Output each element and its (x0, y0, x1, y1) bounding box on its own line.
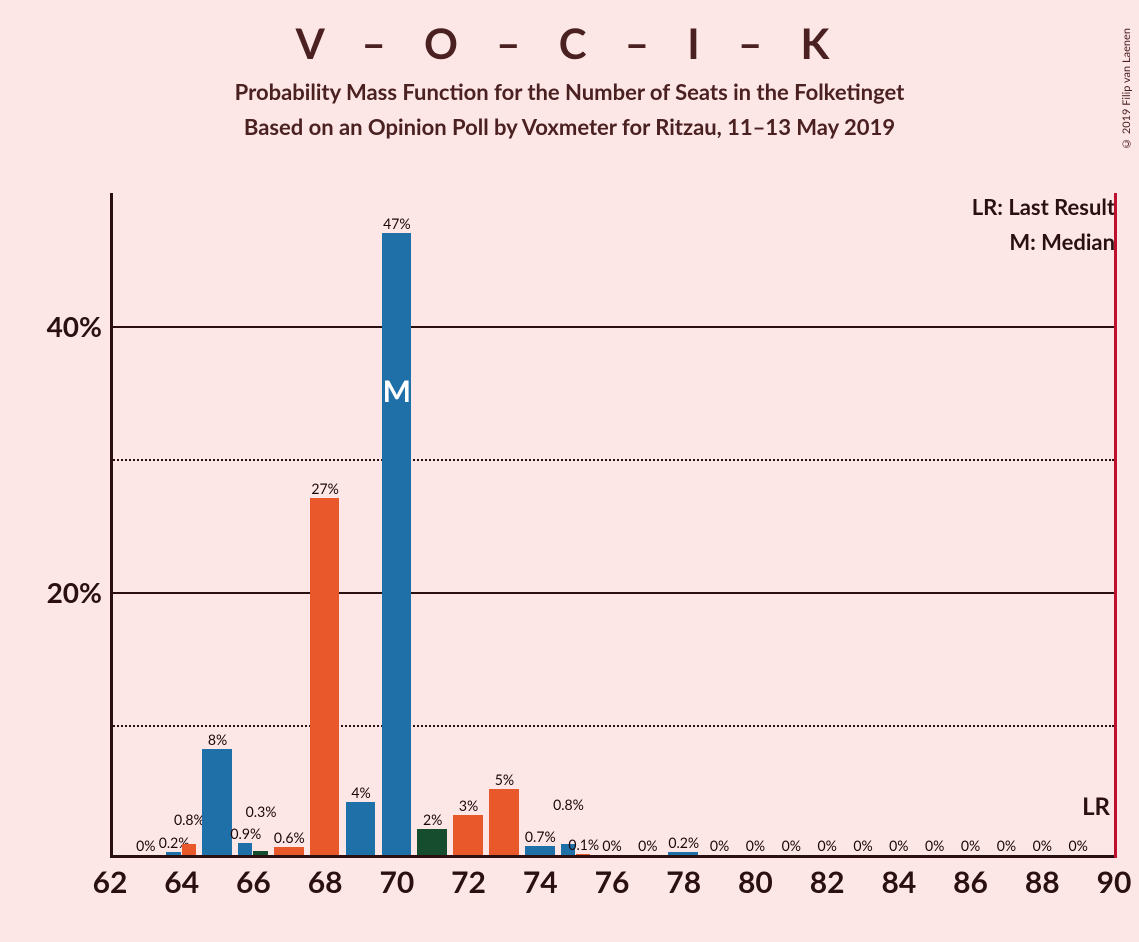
bar-value-label: 0.2% (668, 834, 699, 851)
bar-value-label: 27% (311, 480, 338, 497)
bar-value-label: 0% (782, 837, 801, 854)
x-tick-label: 74 (523, 864, 558, 900)
bar-value-label: 0% (602, 837, 621, 854)
bar (576, 854, 590, 855)
bar-value-label: 0% (961, 837, 980, 854)
bar (453, 815, 482, 855)
bar (668, 852, 697, 855)
bar (253, 851, 267, 855)
bar-value-label: 0.6% (274, 829, 305, 846)
bar-value-label: 0% (710, 837, 729, 854)
bar-value-label: 0% (638, 837, 657, 854)
bar-value-label: 0.8% (174, 811, 205, 828)
gridline-minor (110, 459, 1114, 461)
x-tick-label: 80 (738, 864, 773, 900)
last-result-label: LR (1082, 792, 1110, 821)
bar-value-label: 4% (351, 784, 370, 801)
pmf-bar-chart: 20%40%626466687072747678808284868890LR0%… (110, 193, 1114, 858)
median-marker: M (383, 373, 411, 409)
x-tick-label: 76 (595, 864, 630, 900)
gridline-major (110, 326, 1114, 328)
chart-subtitle-1: Probability Mass Function for the Number… (0, 78, 1139, 105)
bar-value-label: 8% (208, 731, 227, 748)
y-tick-label: 20% (47, 575, 102, 609)
y-tick-label: 40% (47, 309, 102, 343)
bar-value-label: 5% (495, 771, 514, 788)
bar (202, 749, 231, 855)
chart-title: V – O – C – I – K (0, 18, 1139, 68)
bar (310, 498, 339, 855)
copyright-label: © 2019 Filip van Laenen (1120, 28, 1133, 150)
x-tick-label: 88 (1025, 864, 1060, 900)
gridline-major (110, 592, 1114, 594)
x-tick-label: 62 (93, 864, 128, 900)
x-tick-label: 72 (451, 864, 486, 900)
x-tick-label: 64 (164, 864, 199, 900)
bar-value-label: 0% (997, 837, 1016, 854)
bar (489, 789, 518, 855)
bar-value-label: 0% (746, 837, 765, 854)
x-tick-label: 84 (881, 864, 916, 900)
bar (182, 844, 196, 855)
bar (238, 843, 252, 855)
bar-value-label: 47% (383, 215, 410, 232)
bar-value-label: 0.8% (553, 796, 584, 813)
bar (382, 233, 411, 855)
gridline-minor (110, 725, 1114, 727)
x-tick-label: 86 (953, 864, 988, 900)
bar-value-label: 0% (925, 837, 944, 854)
chart-subtitle-2: Based on an Opinion Poll by Voxmeter for… (0, 113, 1139, 140)
bar-value-label: 2% (423, 811, 442, 828)
x-tick-label: 82 (810, 864, 845, 900)
bar-value-label: 0.7% (525, 828, 556, 845)
bar-value-label: 0% (817, 837, 836, 854)
last-result-line (1114, 193, 1117, 858)
x-tick-label: 66 (236, 864, 271, 900)
x-tick-label: 70 (379, 864, 414, 900)
bar (346, 802, 375, 855)
x-tick-label: 90 (1097, 864, 1132, 900)
bar (525, 846, 554, 855)
bar-value-label: 3% (459, 797, 478, 814)
bar-value-label: 0% (853, 837, 872, 854)
bar-value-label: 0% (136, 837, 155, 854)
x-tick-label: 78 (666, 864, 701, 900)
y-axis (110, 193, 113, 858)
bar-value-label: 0.9% (230, 825, 261, 842)
x-axis (110, 855, 1114, 858)
bar-value-label: 0.3% (246, 803, 277, 820)
bar-value-label: 0.1% (568, 836, 599, 853)
bar (166, 852, 180, 855)
bar-value-label: 0% (889, 837, 908, 854)
bar-value-label: 0% (1033, 837, 1052, 854)
bar (274, 847, 303, 855)
bar (417, 829, 446, 855)
bar-value-label: 0% (1068, 837, 1087, 854)
x-tick-label: 68 (308, 864, 343, 900)
